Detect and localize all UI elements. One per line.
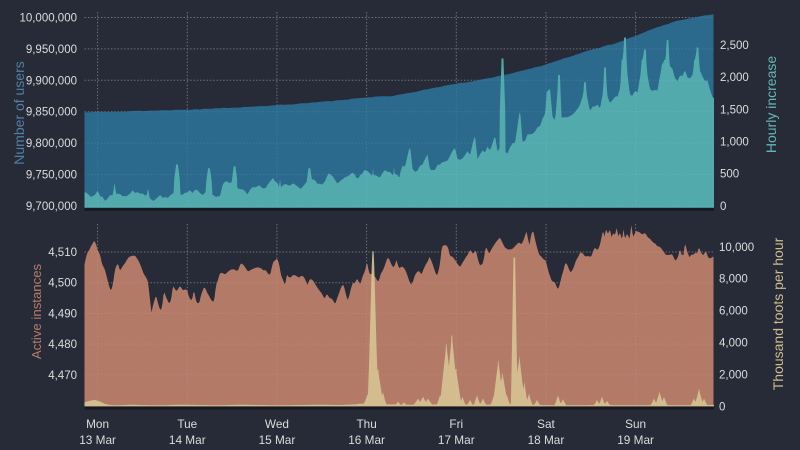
svg-text:0: 0 bbox=[720, 201, 726, 213]
svg-text:15 Mar: 15 Mar bbox=[259, 433, 296, 447]
svg-text:9,850,000: 9,850,000 bbox=[26, 107, 77, 119]
svg-text:Tue: Tue bbox=[177, 417, 197, 431]
svg-text:10,000,000: 10,000,000 bbox=[19, 13, 77, 25]
svg-text:500: 500 bbox=[720, 169, 739, 181]
svg-text:6,000: 6,000 bbox=[719, 306, 748, 318]
svg-text:4,480: 4,480 bbox=[48, 339, 77, 351]
svg-text:4,490: 4,490 bbox=[48, 308, 77, 320]
svg-text:16 Mar: 16 Mar bbox=[348, 433, 385, 447]
svg-text:Hourly increase: Hourly increase bbox=[763, 56, 779, 153]
svg-text:4,470: 4,470 bbox=[48, 370, 77, 382]
svg-text:Thu: Thu bbox=[356, 417, 376, 431]
svg-text:Mon: Mon bbox=[86, 417, 109, 431]
svg-text:8,000: 8,000 bbox=[719, 274, 748, 286]
svg-text:Active instances: Active instances bbox=[29, 263, 44, 359]
svg-text:4,500: 4,500 bbox=[48, 278, 77, 290]
svg-text:Thousand toots per hour: Thousand toots per hour bbox=[770, 237, 786, 390]
svg-text:9,900,000: 9,900,000 bbox=[26, 75, 77, 87]
svg-text:10,000: 10,000 bbox=[719, 242, 754, 254]
svg-text:19 Mar: 19 Mar bbox=[617, 433, 654, 447]
svg-text:2,000: 2,000 bbox=[719, 369, 748, 381]
svg-text:0: 0 bbox=[719, 401, 725, 413]
svg-text:2,000: 2,000 bbox=[720, 72, 749, 84]
svg-text:Sun: Sun bbox=[625, 417, 646, 431]
svg-text:17 Mar: 17 Mar bbox=[438, 433, 475, 447]
svg-text:4,510: 4,510 bbox=[48, 247, 77, 259]
svg-text:4,000: 4,000 bbox=[719, 338, 748, 350]
svg-text:14 Mar: 14 Mar bbox=[169, 433, 206, 447]
svg-text:Sat: Sat bbox=[537, 417, 555, 431]
svg-text:9,700,000: 9,700,000 bbox=[26, 201, 77, 213]
svg-text:18 Mar: 18 Mar bbox=[528, 433, 565, 447]
svg-text:Fri: Fri bbox=[449, 417, 463, 431]
svg-text:9,750,000: 9,750,000 bbox=[26, 170, 77, 182]
svg-text:13 Mar: 13 Mar bbox=[79, 433, 116, 447]
svg-text:2,500: 2,500 bbox=[720, 40, 749, 52]
svg-text:1,000: 1,000 bbox=[720, 137, 749, 149]
svg-text:1,500: 1,500 bbox=[720, 104, 749, 116]
svg-text:Wed: Wed bbox=[265, 417, 289, 431]
svg-text:9,950,000: 9,950,000 bbox=[26, 44, 77, 56]
svg-text:Number of users: Number of users bbox=[11, 61, 27, 164]
svg-text:9,800,000: 9,800,000 bbox=[26, 138, 77, 150]
